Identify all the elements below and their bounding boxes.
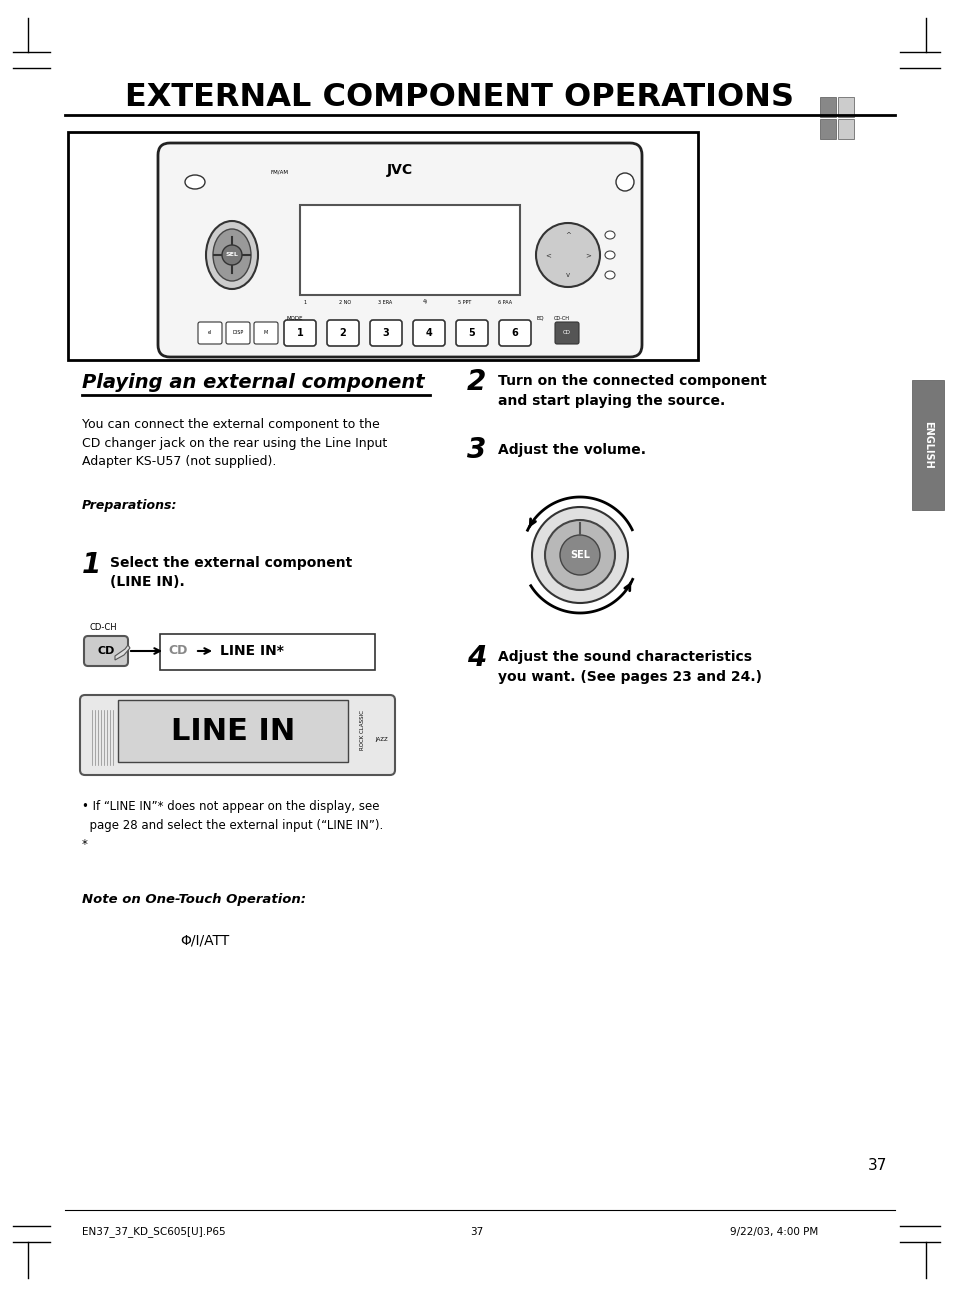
Text: 9/22/03, 4:00 PM: 9/22/03, 4:00 PM (729, 1227, 818, 1237)
Text: 5: 5 (468, 327, 475, 338)
Text: Note on One-Touch Operation:: Note on One-Touch Operation: (82, 893, 306, 907)
Text: ENGLISH: ENGLISH (923, 421, 932, 468)
Text: You can connect the external component to the
CD changer jack on the rear using : You can connect the external component t… (82, 418, 387, 468)
Ellipse shape (213, 229, 251, 281)
Text: • If “LINE IN”* does not appear on the display, see
  page 28 and select the ext: • If “LINE IN”* does not appear on the d… (82, 800, 383, 851)
Text: 4): 4) (422, 299, 427, 304)
Text: MODE: MODE (287, 316, 303, 321)
Ellipse shape (604, 251, 615, 259)
FancyBboxPatch shape (327, 320, 358, 345)
Text: 2 NO: 2 NO (338, 299, 351, 304)
Bar (299, 204, 519, 295)
Text: EXTERNAL COMPONENT OPERATIONS: EXTERNAL COMPONENT OPERATIONS (126, 83, 794, 114)
Bar (160, 634, 375, 670)
Text: JAZZ: JAZZ (375, 738, 387, 743)
Text: CD-CH: CD-CH (90, 624, 117, 633)
Text: 2: 2 (339, 327, 346, 338)
Circle shape (532, 507, 627, 603)
Text: 6: 6 (511, 327, 517, 338)
Text: Playing an external component: Playing an external component (82, 373, 424, 392)
Text: 3 ERA: 3 ERA (377, 299, 392, 304)
FancyBboxPatch shape (226, 322, 250, 344)
Circle shape (559, 534, 599, 575)
Circle shape (536, 223, 599, 287)
Text: SEL: SEL (569, 550, 589, 560)
Text: 3: 3 (382, 327, 389, 338)
Text: >: > (584, 252, 590, 258)
Text: Select the external component
(LINE IN).: Select the external component (LINE IN). (110, 556, 352, 590)
Text: Adjust the sound characteristics
you want. (See pages 23 and 24.): Adjust the sound characteristics you wan… (497, 650, 761, 683)
Text: 37: 37 (470, 1227, 483, 1237)
FancyBboxPatch shape (498, 320, 531, 345)
Ellipse shape (604, 232, 615, 239)
Text: v: v (565, 272, 570, 278)
Ellipse shape (185, 175, 205, 189)
Text: EQ: EQ (536, 316, 543, 321)
FancyBboxPatch shape (370, 320, 401, 345)
Text: CD-CH: CD-CH (554, 316, 569, 321)
Bar (820, 119, 835, 138)
Ellipse shape (604, 270, 615, 280)
Text: DISP: DISP (233, 330, 243, 335)
Text: 4: 4 (467, 644, 486, 672)
Text: CD: CD (168, 644, 188, 657)
Text: LINE IN*: LINE IN* (220, 644, 284, 659)
Ellipse shape (206, 221, 257, 289)
Text: 1: 1 (82, 551, 101, 578)
FancyBboxPatch shape (284, 320, 315, 345)
Circle shape (222, 245, 242, 265)
Bar (837, 97, 853, 116)
FancyBboxPatch shape (80, 695, 395, 775)
Text: Turn on the connected component
and start playing the source.: Turn on the connected component and star… (497, 374, 766, 408)
FancyBboxPatch shape (158, 144, 641, 357)
Text: CD: CD (562, 330, 571, 335)
Text: CD: CD (97, 646, 114, 656)
Bar (837, 119, 853, 138)
FancyBboxPatch shape (84, 635, 128, 666)
Text: ROCK CLASSIC: ROCK CLASSIC (359, 710, 365, 751)
Text: el: el (208, 330, 212, 335)
Polygon shape (115, 644, 130, 660)
FancyBboxPatch shape (413, 320, 444, 345)
Bar (118, 700, 348, 762)
Text: 1: 1 (303, 299, 306, 304)
Text: 1: 1 (296, 327, 303, 338)
Text: 37: 37 (867, 1158, 886, 1172)
Text: SEL: SEL (225, 252, 238, 258)
Text: 3: 3 (467, 436, 486, 465)
Text: Preparations:: Preparations: (82, 498, 177, 511)
Text: Adjust the volume.: Adjust the volume. (497, 443, 645, 457)
Text: ^: ^ (564, 232, 570, 238)
Text: Φ/I/ATT: Φ/I/ATT (180, 933, 230, 947)
Bar (68, 132, 698, 360)
Text: M: M (264, 330, 268, 335)
Text: 6 PAA: 6 PAA (497, 299, 512, 304)
Text: <: < (544, 252, 551, 258)
Circle shape (616, 173, 634, 192)
FancyBboxPatch shape (253, 322, 277, 344)
Text: 4: 4 (425, 327, 432, 338)
Text: EN37_37_KD_SC605[U].P65: EN37_37_KD_SC605[U].P65 (82, 1227, 226, 1237)
Text: LINE IN: LINE IN (171, 717, 294, 747)
FancyBboxPatch shape (198, 322, 222, 344)
Text: FM/AM: FM/AM (271, 170, 289, 175)
Text: 5 PPT: 5 PPT (457, 299, 471, 304)
Circle shape (544, 520, 615, 590)
Bar (911, 380, 943, 510)
FancyBboxPatch shape (456, 320, 488, 345)
FancyBboxPatch shape (555, 322, 578, 344)
Text: JVC: JVC (387, 163, 413, 177)
Bar (820, 97, 835, 116)
Text: 2: 2 (467, 367, 486, 396)
